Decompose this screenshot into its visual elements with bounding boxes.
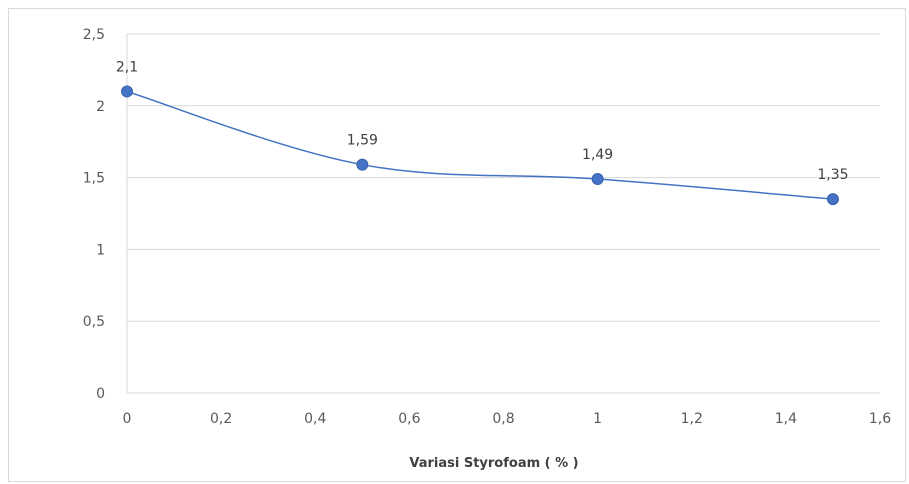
x-tick-label: 1 [593, 411, 602, 427]
x-axis-title: Variasi Styrofoam ( % ) [409, 456, 578, 471]
x-tick-label: 0,8 [492, 411, 514, 427]
data-label: 1,35 [817, 167, 848, 183]
x-tick-label: 1,2 [681, 411, 703, 427]
x-tick-labels: 0 0,2 0,4 0,6 0,8 1 1,2 1,4 1,6 [123, 411, 892, 427]
y-tick-label: 2,5 [83, 27, 105, 43]
chart-frame [8, 8, 906, 482]
y-tick-label: 0 [96, 386, 105, 402]
y-tick-label: 1,5 [83, 171, 105, 187]
data-label: 1,49 [582, 147, 613, 163]
series-line [126, 90, 834, 200]
gridlines [127, 33, 880, 322]
x-tick-label: 1,6 [869, 411, 891, 427]
data-point [121, 85, 133, 98]
data-point [591, 173, 604, 186]
y-tick-label: 2 [96, 99, 105, 115]
y-tick-labels: 0 0,5 1 1,5 2 2,5 [83, 27, 105, 402]
x-tick-label: 0,4 [304, 411, 326, 427]
x-tick-label: 0,6 [398, 411, 420, 427]
x-tick-label: 1,4 [775, 411, 797, 427]
data-labels: 2,1 1,59 1,49 1,35 [116, 59, 849, 183]
axes [126, 34, 880, 394]
y-tick-label: 0,5 [83, 314, 105, 330]
x-tick-label: 0,2 [210, 411, 232, 427]
data-point [356, 158, 369, 171]
data-label: 1,59 [347, 133, 378, 149]
series [121, 85, 839, 206]
y-tick-label: 1 [96, 242, 105, 258]
x-tick-label: 0 [123, 411, 132, 427]
data-label: 2,1 [116, 59, 138, 75]
data-point [826, 193, 839, 206]
